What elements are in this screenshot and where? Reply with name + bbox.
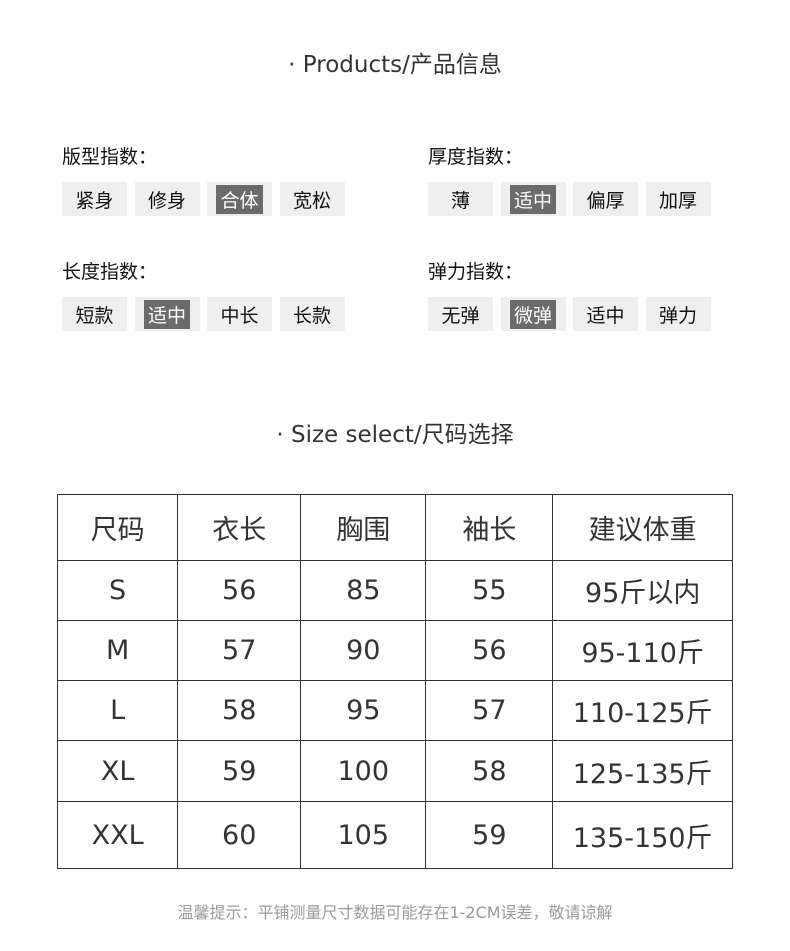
table-row: L 58 95 57 110-125斤 [56, 680, 733, 741]
table-cell: 58 [425, 740, 554, 802]
option-label: 薄 [450, 189, 470, 212]
option-label: 修身 [147, 189, 186, 212]
table-cell: 59 [425, 801, 554, 869]
table-cell: 衣长 [177, 494, 302, 561]
table-cell: XXL [56, 801, 179, 869]
table-cell: L [56, 680, 179, 741]
table-cell: 袖长 [425, 494, 554, 561]
option-label: 合体 [216, 184, 263, 214]
table-row: S 56 85 55 95斤以内 [56, 560, 733, 621]
option-tag: 适中 [573, 297, 638, 331]
table-cell: 55 [425, 560, 554, 621]
option-label: 无弹 [441, 304, 480, 327]
table-cell: 56 [425, 620, 554, 681]
table-cell: 57 [177, 620, 302, 681]
table-cell: 135-150斤 [552, 801, 733, 869]
option-tag-selected: 微弹 [500, 297, 566, 331]
table-cell: 56 [177, 560, 302, 621]
table-cell: 建议体重 [552, 494, 733, 561]
option-label: 偏厚 [586, 189, 625, 212]
table-cell: 57 [425, 680, 554, 741]
option-tag: 薄 [428, 182, 493, 216]
table-cell: 110-125斤 [552, 680, 733, 741]
option-tag: 无弹 [428, 297, 493, 331]
option-label: 弹力 [658, 304, 697, 327]
option-tag: 宽松 [279, 182, 345, 216]
table-cell: 95-110斤 [552, 620, 733, 681]
index-label: 长度指数： [62, 261, 158, 283]
option-label: 适中 [509, 184, 556, 214]
table-cell: 95斤以内 [552, 560, 733, 621]
table-cell: XL [56, 740, 179, 802]
option-tag: 长款 [279, 297, 345, 331]
option-tag-selected: 合体 [207, 182, 272, 216]
option-label: 适中 [586, 304, 625, 327]
option-label: 长款 [292, 304, 331, 327]
table-cell: 59 [177, 740, 302, 802]
option-label: 紧身 [75, 189, 114, 212]
table-cell: 60 [177, 801, 302, 869]
option-label: 宽松 [292, 189, 331, 212]
table-row: M 57 90 56 95-110斤 [56, 620, 733, 681]
table-row: XL 59 100 58 125-135斤 [56, 740, 733, 802]
products-title: · Products/产品信息 [288, 52, 502, 78]
index-label: 厚度指数： [428, 146, 524, 168]
table-cell: 胸围 [300, 494, 427, 561]
index-label: 弹力指数： [428, 261, 524, 283]
table-row: XXL 60 105 59 135-150斤 [56, 801, 733, 869]
table-cell: 105 [300, 801, 427, 869]
option-label: 加厚 [658, 189, 697, 212]
table-cell: S [56, 560, 179, 621]
option-tag: 加厚 [645, 182, 711, 216]
option-label: 短款 [75, 304, 114, 327]
table-cell: 95 [300, 680, 427, 741]
table-header-row: 尺码 衣长 胸围 袖长 建议体重 [56, 494, 733, 561]
table-cell: 125-135斤 [552, 740, 733, 802]
option-tag: 中长 [207, 297, 272, 331]
option-label: 适中 [143, 299, 190, 329]
table-cell: 尺码 [56, 494, 179, 561]
option-tag-selected: 适中 [500, 182, 566, 216]
table-cell: 100 [300, 740, 427, 802]
option-tag-selected: 适中 [134, 297, 200, 331]
option-tag: 紧身 [62, 182, 127, 216]
size-table: 尺码 衣长 胸围 袖长 建议体重 S 56 85 55 95斤以内 M 57 90 56 95-110斤 L 5… [56, 494, 733, 869]
option-tag: 短款 [62, 297, 127, 331]
index-label: 版型指数： [62, 146, 158, 168]
table-cell: 85 [300, 560, 427, 621]
measurement-note: 温馨提示：平铺测量尺寸数据可能存在1-2CM误差，敬请谅解 [177, 903, 613, 922]
option-label: 微弹 [509, 299, 556, 329]
option-tag: 偏厚 [573, 182, 638, 216]
size-title: · Size select/尺码选择 [276, 422, 514, 448]
table-cell: 90 [300, 620, 427, 681]
option-tag: 修身 [134, 182, 200, 216]
option-tag: 弹力 [645, 297, 711, 331]
option-label: 中长 [220, 304, 259, 327]
table-cell: 58 [177, 680, 302, 741]
table-cell: M [56, 620, 179, 681]
